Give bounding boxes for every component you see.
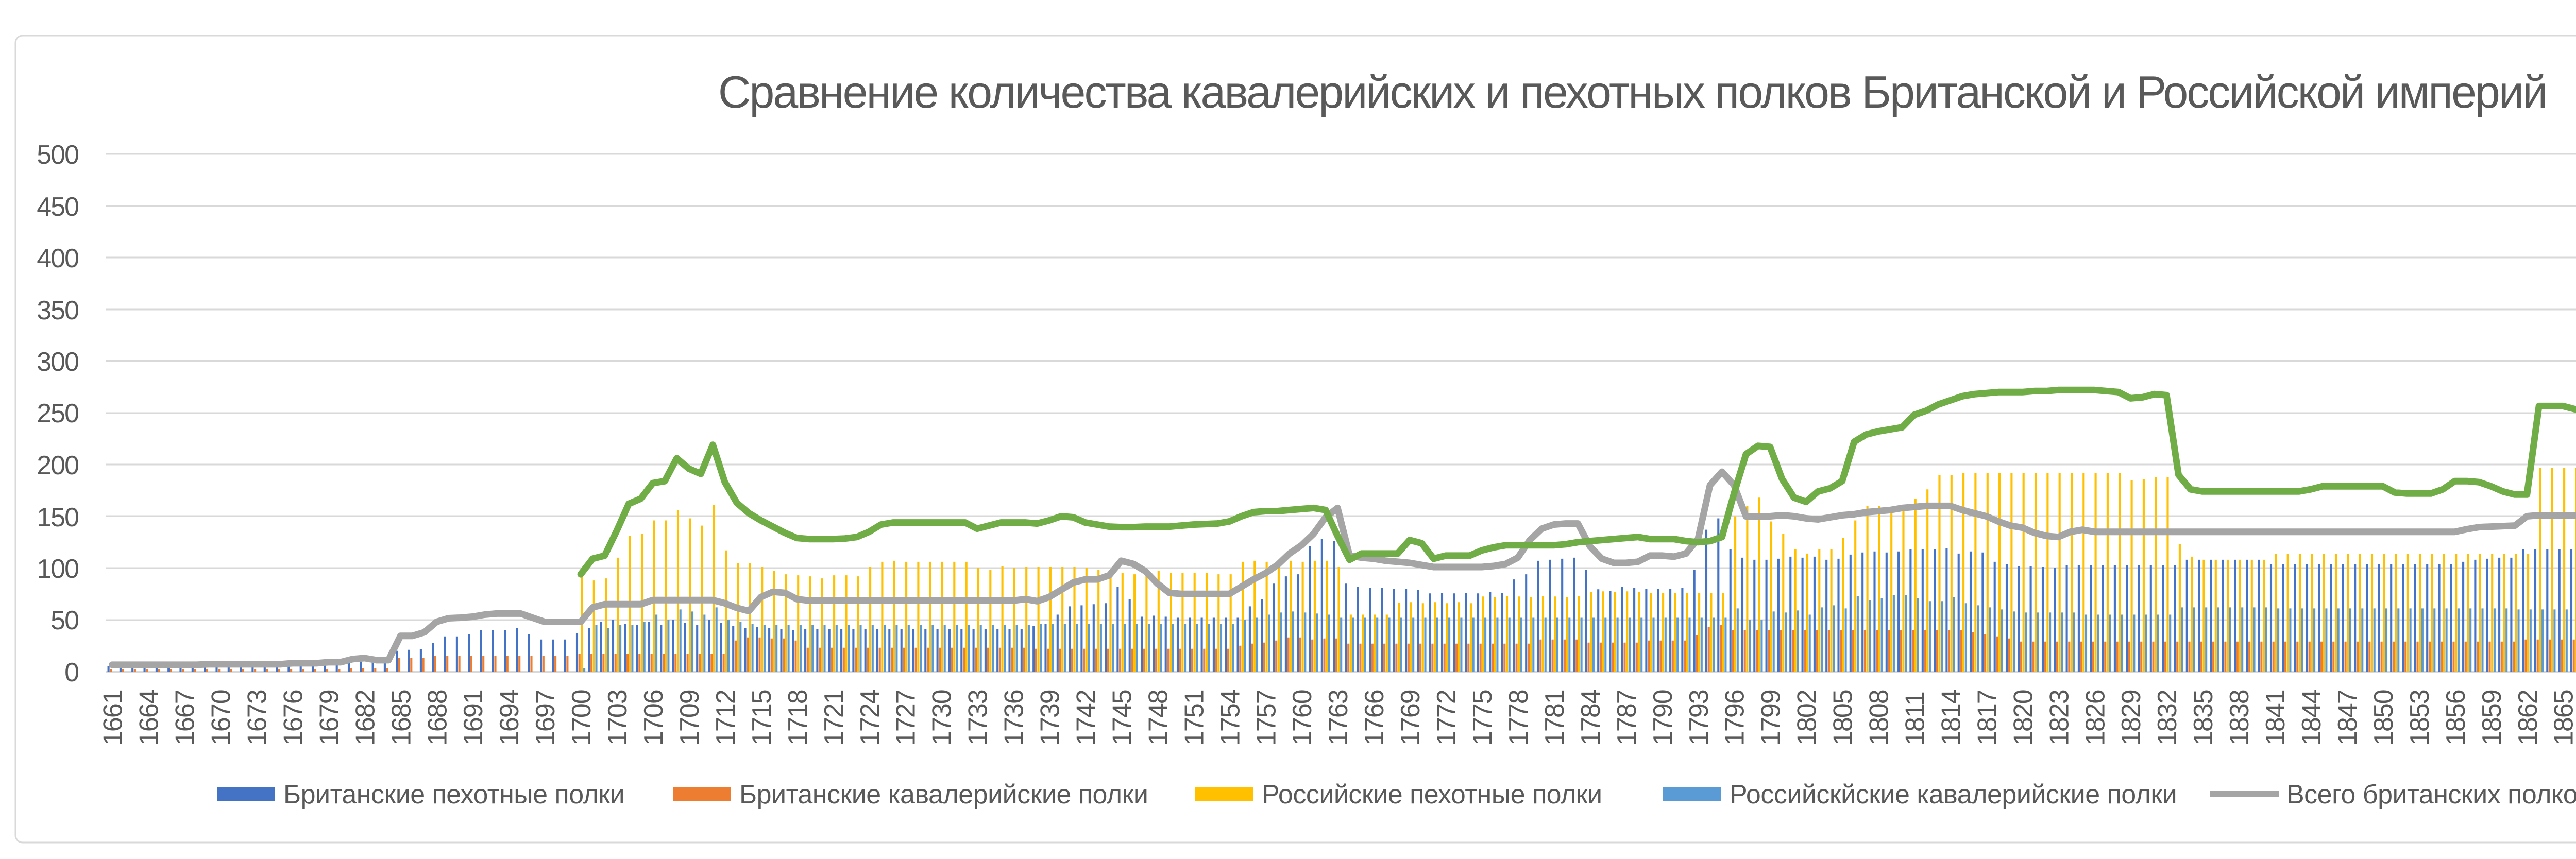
- svg-text:1865: 1865: [2549, 690, 2576, 746]
- svg-text:1787: 1787: [1612, 690, 1642, 746]
- svg-text:1673: 1673: [243, 690, 273, 746]
- svg-text:1823: 1823: [2044, 690, 2074, 746]
- svg-text:1742: 1742: [1072, 690, 1101, 746]
- svg-text:1766: 1766: [1360, 690, 1389, 746]
- svg-text:1700: 1700: [567, 690, 597, 746]
- svg-text:1703: 1703: [603, 690, 633, 746]
- svg-text:1706: 1706: [639, 690, 669, 746]
- svg-text:1697: 1697: [531, 690, 561, 746]
- svg-text:1751: 1751: [1179, 690, 1209, 746]
- svg-text:1778: 1778: [1504, 690, 1534, 746]
- svg-text:400: 400: [37, 244, 78, 273]
- svg-text:1760: 1760: [1287, 690, 1317, 746]
- svg-text:450: 450: [37, 192, 78, 222]
- svg-text:1730: 1730: [927, 690, 957, 746]
- svg-text:1709: 1709: [675, 690, 705, 746]
- svg-text:1712: 1712: [711, 690, 741, 746]
- svg-text:1676: 1676: [278, 690, 308, 746]
- svg-text:1793: 1793: [1684, 690, 1714, 746]
- svg-text:1664: 1664: [134, 690, 164, 746]
- svg-text:1769: 1769: [1396, 690, 1426, 746]
- svg-text:1829: 1829: [2116, 690, 2146, 746]
- svg-text:1721: 1721: [819, 690, 849, 746]
- svg-text:1796: 1796: [1720, 690, 1750, 746]
- svg-text:1856: 1856: [2441, 690, 2471, 746]
- svg-text:Всего британских полков: Всего британских полков: [2286, 780, 2576, 810]
- svg-text:1691: 1691: [459, 690, 488, 746]
- svg-text:Британские кавалерийские полки: Британские кавалерийские полки: [739, 780, 1148, 810]
- svg-text:1754: 1754: [1215, 690, 1245, 746]
- svg-text:1775: 1775: [1468, 690, 1498, 746]
- svg-text:1826: 1826: [2080, 690, 2110, 746]
- svg-text:1748: 1748: [1143, 690, 1173, 746]
- svg-text:0: 0: [64, 658, 78, 688]
- svg-text:1799: 1799: [1756, 690, 1786, 746]
- svg-text:1850: 1850: [2369, 690, 2399, 746]
- svg-text:100: 100: [37, 554, 78, 584]
- svg-text:1757: 1757: [1251, 690, 1281, 746]
- svg-text:1832: 1832: [2153, 690, 2182, 746]
- svg-text:300: 300: [37, 347, 78, 377]
- svg-text:1763: 1763: [1324, 690, 1353, 746]
- svg-text:1820: 1820: [2008, 690, 2038, 746]
- svg-text:1847: 1847: [2333, 690, 2363, 746]
- svg-text:1784: 1784: [1576, 690, 1606, 746]
- svg-text:1853: 1853: [2405, 690, 2435, 746]
- svg-text:1862: 1862: [2513, 690, 2543, 746]
- svg-text:350: 350: [37, 296, 78, 325]
- svg-text:1733: 1733: [963, 690, 993, 746]
- svg-text:1694: 1694: [495, 690, 524, 746]
- svg-text:1859: 1859: [2477, 690, 2507, 746]
- svg-text:1790: 1790: [1648, 690, 1678, 746]
- svg-text:1772: 1772: [1432, 690, 1462, 746]
- svg-text:1736: 1736: [999, 690, 1029, 746]
- svg-text:1667: 1667: [171, 690, 200, 746]
- svg-text:250: 250: [37, 399, 78, 428]
- svg-text:1670: 1670: [207, 690, 236, 746]
- svg-text:500: 500: [37, 140, 78, 170]
- svg-text:1715: 1715: [747, 690, 777, 746]
- svg-text:1781: 1781: [1540, 690, 1570, 746]
- svg-text:1814: 1814: [1937, 690, 1967, 746]
- svg-text:1688: 1688: [422, 690, 452, 746]
- svg-text:1718: 1718: [783, 690, 813, 746]
- svg-text:1841: 1841: [2261, 690, 2291, 746]
- svg-text:1661: 1661: [98, 690, 128, 746]
- svg-text:1724: 1724: [855, 690, 885, 746]
- svg-text:Британские пехотные полки: Британские пехотные полки: [283, 780, 624, 810]
- svg-text:1739: 1739: [1036, 690, 1065, 746]
- svg-text:Сравнение количества кавалерий: Сравнение количества кавалерийских и пех…: [718, 66, 2546, 117]
- svg-text:1844: 1844: [2297, 690, 2327, 746]
- svg-text:1727: 1727: [891, 690, 921, 746]
- svg-text:1679: 1679: [314, 690, 344, 746]
- svg-text:1745: 1745: [1107, 690, 1137, 746]
- svg-text:1808: 1808: [1865, 690, 1894, 746]
- svg-text:Российские пехотные полки: Российские пехотные полки: [1262, 780, 1602, 810]
- svg-text:Российскйские кавалерийские по: Российскйские кавалерийские полки: [1730, 780, 2177, 810]
- svg-text:1838: 1838: [2225, 690, 2255, 746]
- svg-text:200: 200: [37, 451, 78, 480]
- svg-text:50: 50: [50, 606, 78, 635]
- svg-text:1802: 1802: [1792, 690, 1822, 746]
- svg-text:1685: 1685: [386, 690, 416, 746]
- svg-text:1682: 1682: [350, 690, 380, 746]
- svg-text:1817: 1817: [1972, 690, 2002, 746]
- svg-text:1811: 1811: [1901, 692, 1930, 746]
- svg-text:150: 150: [37, 503, 78, 532]
- svg-text:1835: 1835: [2189, 690, 2218, 746]
- svg-text:1805: 1805: [1828, 690, 1858, 746]
